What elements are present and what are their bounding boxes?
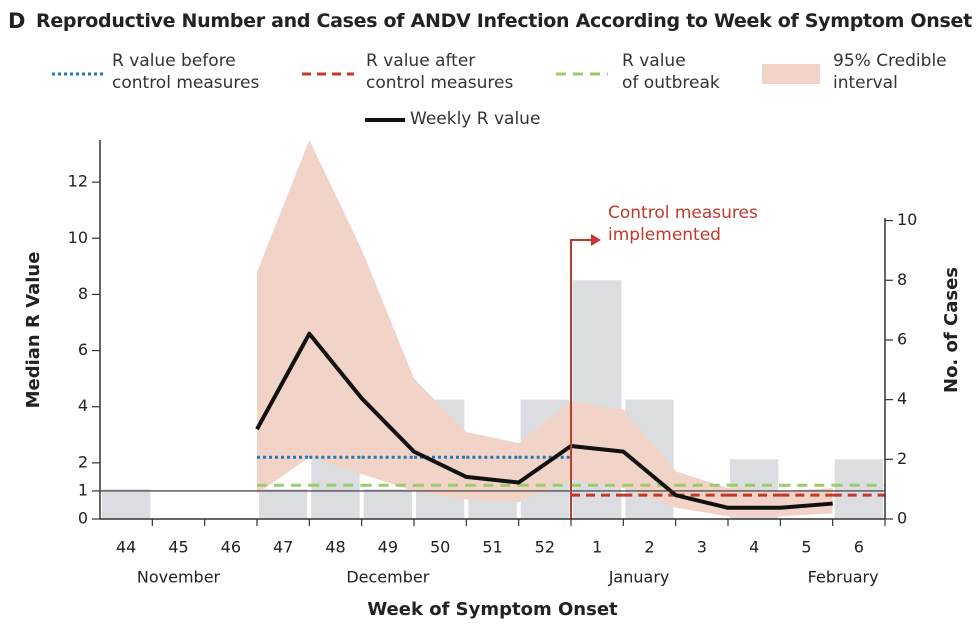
legend-label: R value of outbreak xyxy=(622,51,720,93)
control-marker xyxy=(570,239,593,519)
y-tick-label: 4 xyxy=(78,396,88,415)
x-tick-label: 1 xyxy=(592,538,602,557)
weekly-r-line xyxy=(255,331,833,510)
month-label: November xyxy=(137,568,221,587)
y-tick-label: 12 xyxy=(68,172,88,191)
y-tick-label: 8 xyxy=(78,284,88,303)
x-tick-label: 47 xyxy=(273,538,293,557)
bar xyxy=(834,459,883,519)
x-tick-label: 48 xyxy=(325,538,345,557)
legend-label: R value after control measures xyxy=(366,51,514,93)
x-tick-label: 6 xyxy=(854,538,864,557)
y2-axis-label: No. of Cases xyxy=(941,267,962,393)
y-axis-label: Median R Value xyxy=(23,252,44,409)
x-tick-label: 45 xyxy=(168,538,188,557)
month-label: February xyxy=(808,568,879,587)
chart-title: Reproductive Number and Cases of ANDV In… xyxy=(36,10,972,32)
y2-tick-label: 6 xyxy=(897,329,907,348)
bar xyxy=(259,489,308,519)
x-tick-label: 52 xyxy=(535,538,555,557)
y-tick-label: 1 xyxy=(78,480,88,499)
bar xyxy=(363,489,412,519)
x-tick-label: 5 xyxy=(801,538,811,557)
panel-label: D xyxy=(8,9,26,33)
legend-label: 95% Credible interval xyxy=(833,51,947,93)
y2-tick-label: 4 xyxy=(897,389,907,408)
y-tick-label: 10 xyxy=(68,228,88,247)
bar xyxy=(102,489,151,519)
x-tick-label: 50 xyxy=(430,538,450,557)
annotation: Control measures implemented xyxy=(608,203,758,245)
credible-band xyxy=(257,140,833,517)
y2-tick-label: 8 xyxy=(897,270,907,289)
legend-swatch xyxy=(762,64,820,84)
control-arrow xyxy=(591,234,601,246)
y2-tick-label: 10 xyxy=(897,210,917,229)
x-tick-label: 46 xyxy=(221,538,241,557)
y-tick-label: 0 xyxy=(78,509,88,528)
x-tick-label: 4 xyxy=(749,538,759,557)
legend-label: Weekly R value xyxy=(410,109,541,129)
x-tick-label: 3 xyxy=(697,538,707,557)
x-tick-label: 44 xyxy=(116,538,136,557)
x-tick-label: 2 xyxy=(644,538,654,557)
month-label: January xyxy=(608,568,670,587)
x-tick-label: 49 xyxy=(378,538,398,557)
x-axis-label: Week of Symptom Onset xyxy=(367,599,618,620)
y-tick-label: 6 xyxy=(78,340,88,359)
y-tick-label: 2 xyxy=(78,452,88,471)
legend-label: R value before control measures xyxy=(112,51,260,93)
y2-tick-label: 2 xyxy=(897,449,907,468)
x-tick-label: 51 xyxy=(482,538,502,557)
month-label: December xyxy=(346,568,429,587)
y2-tick-label: 0 xyxy=(897,509,907,528)
